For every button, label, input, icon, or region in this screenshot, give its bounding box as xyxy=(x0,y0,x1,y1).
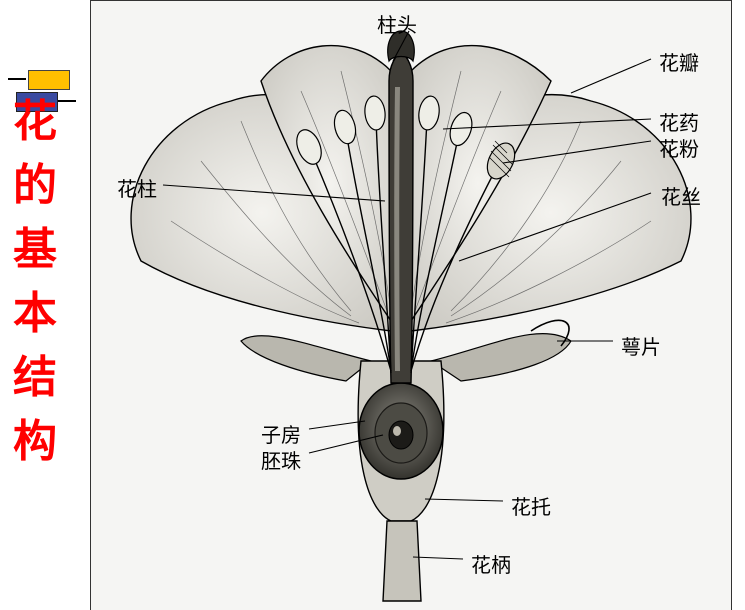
label-sepal: 萼片 xyxy=(621,331,661,360)
label-petal: 花瓣 xyxy=(659,47,699,76)
label-ovary: 子房 xyxy=(261,419,301,448)
style xyxy=(389,53,413,383)
label-pollen: 花粉 xyxy=(659,133,699,162)
logo-yellow-bar xyxy=(28,70,70,90)
label-receptacle: 花托 xyxy=(511,491,551,520)
label-filament: 花丝 xyxy=(661,181,701,210)
logo-line xyxy=(8,78,26,80)
label-stigma: 柱头 xyxy=(377,9,417,38)
leader-ovary xyxy=(309,421,365,429)
label-pedicel: 花柄 xyxy=(471,549,511,578)
flower-svg xyxy=(91,1,731,610)
slide-title: 花 的 基 本 结 构 xyxy=(0,90,70,474)
leader-receptacle xyxy=(425,499,503,501)
sepal-left xyxy=(241,336,371,381)
flower-anatomy-diagram: 柱头花瓣花药花粉花丝萼片花托花柄 花柱子房胚珠 xyxy=(90,0,732,610)
label-style: 花柱 xyxy=(117,173,157,202)
style-highlight xyxy=(394,87,400,371)
sepal-right xyxy=(431,334,571,381)
title-char: 结 xyxy=(0,346,70,410)
leader-petal xyxy=(571,59,651,93)
ovule xyxy=(389,421,413,449)
label-anther: 花药 xyxy=(659,107,699,136)
title-char: 花 xyxy=(0,90,70,154)
ovule-highlight xyxy=(393,426,401,436)
title-char: 构 xyxy=(0,410,70,474)
pedicel xyxy=(383,521,421,601)
leader-pedicel xyxy=(413,557,463,559)
title-char: 本 xyxy=(0,282,70,346)
label-ovule: 胚珠 xyxy=(261,445,301,474)
title-char: 的 xyxy=(0,154,70,218)
title-char: 基 xyxy=(0,218,70,282)
